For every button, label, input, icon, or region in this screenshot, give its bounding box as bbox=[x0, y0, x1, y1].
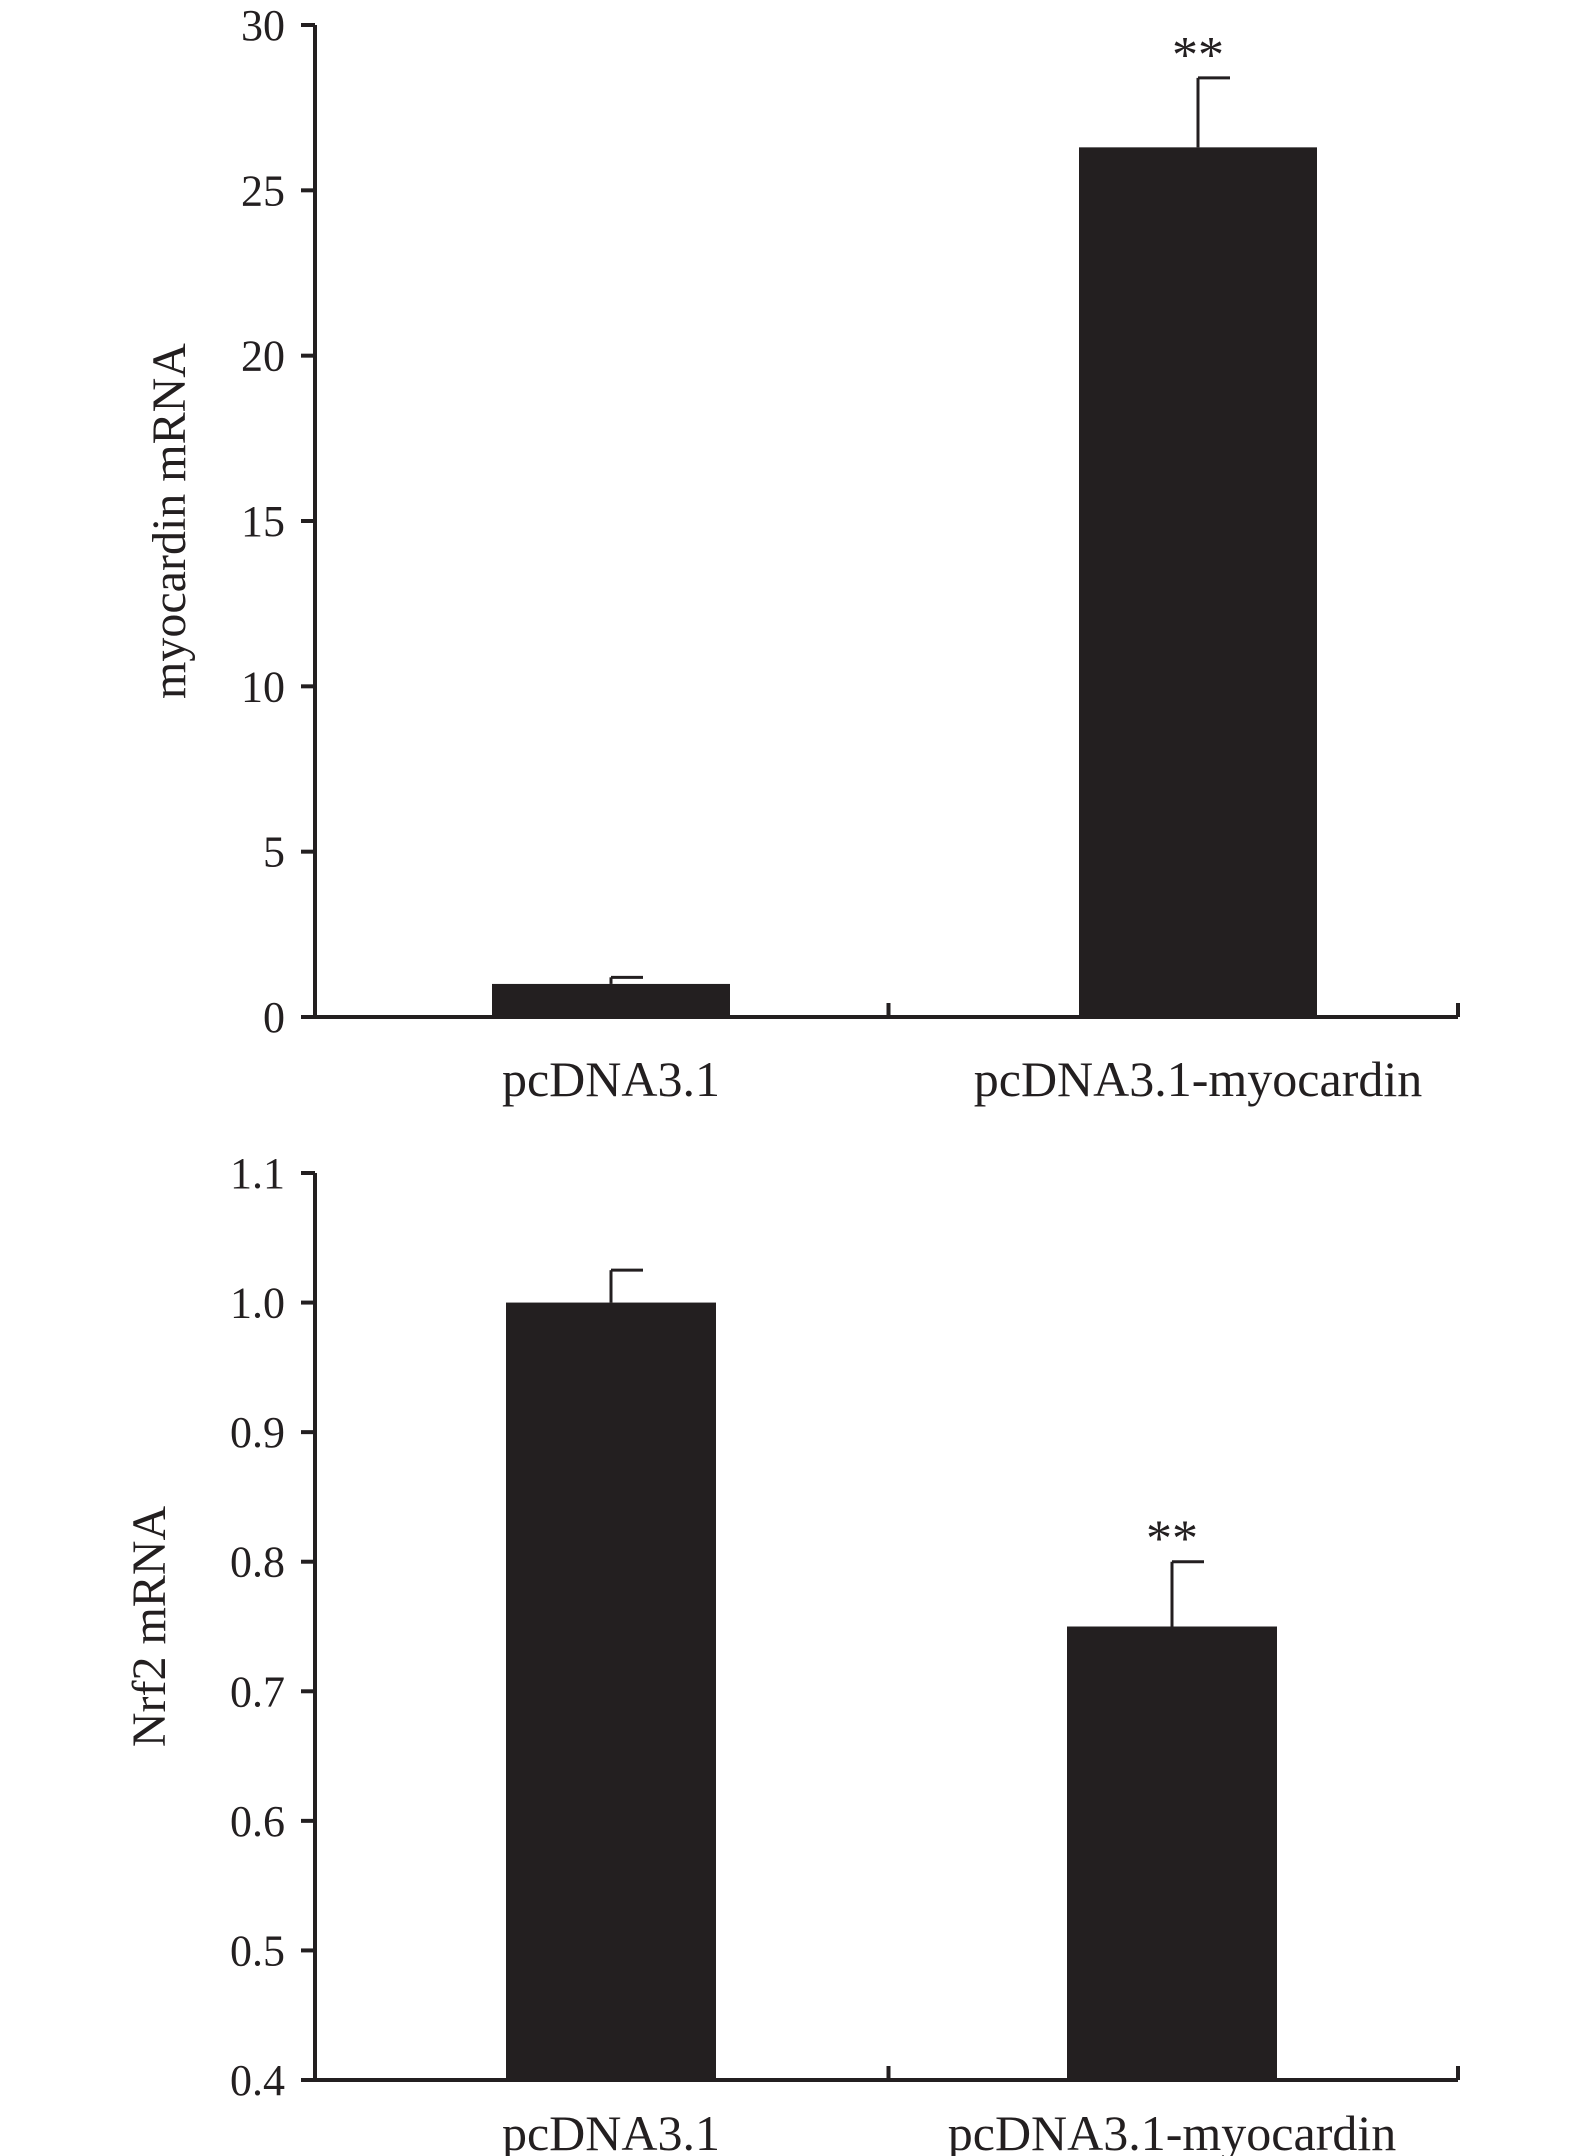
y-tick-label: 0 bbox=[263, 993, 285, 1042]
bar-1 bbox=[1079, 147, 1317, 1017]
x-category-label: pcDNA3.1-myocardin bbox=[974, 1051, 1423, 1107]
myocardin-mrna-chart: 0 5 10 15 20 25 30 myocardin mRNA pcDNA3.1 ** pcDN… bbox=[143, 1, 1460, 1107]
y-tick-label: 30 bbox=[241, 1, 285, 50]
y-tick-label: 20 bbox=[241, 332, 285, 381]
significance-label: ** bbox=[1146, 1511, 1198, 1568]
bar-0 bbox=[492, 983, 730, 1017]
x-category-label: pcDNA3.1 bbox=[502, 1051, 720, 1107]
y-tick-label: 0.4 bbox=[230, 2056, 285, 2105]
y-tick-label: 25 bbox=[241, 166, 285, 215]
y-tick-label: 0.8 bbox=[230, 1538, 285, 1587]
y-tick-label: 5 bbox=[263, 828, 285, 877]
significance-label: ** bbox=[1172, 27, 1224, 84]
y-axis-title: myocardin mRNA bbox=[143, 343, 196, 699]
y-tick-label: 0.6 bbox=[230, 1797, 285, 1846]
nrf2-mrna-chart: 0.4 0.5 0.6 0.7 0.8 0.9 1.0 1.1 Nrf2 mRNA pcDNA3.… bbox=[123, 1149, 1460, 2156]
x-category-label: pcDNA3.1-myocardin bbox=[948, 2105, 1397, 2156]
y-tick-label: 10 bbox=[241, 662, 285, 711]
bar-0 bbox=[506, 1302, 716, 2080]
y-tick-label: 1.0 bbox=[230, 1279, 285, 1328]
y-tick-label: 0.9 bbox=[230, 1408, 285, 1457]
bar-1 bbox=[1067, 1626, 1277, 2080]
y-tick-label: 0.7 bbox=[230, 1667, 285, 1716]
y-tick-label: 1.1 bbox=[230, 1149, 285, 1198]
y-axis-title: Nrf2 mRNA bbox=[123, 1506, 176, 1748]
y-tick-label: 15 bbox=[241, 497, 285, 546]
y-tick-label: 0.5 bbox=[230, 1926, 285, 1975]
x-category-label: pcDNA3.1 bbox=[502, 2105, 720, 2156]
